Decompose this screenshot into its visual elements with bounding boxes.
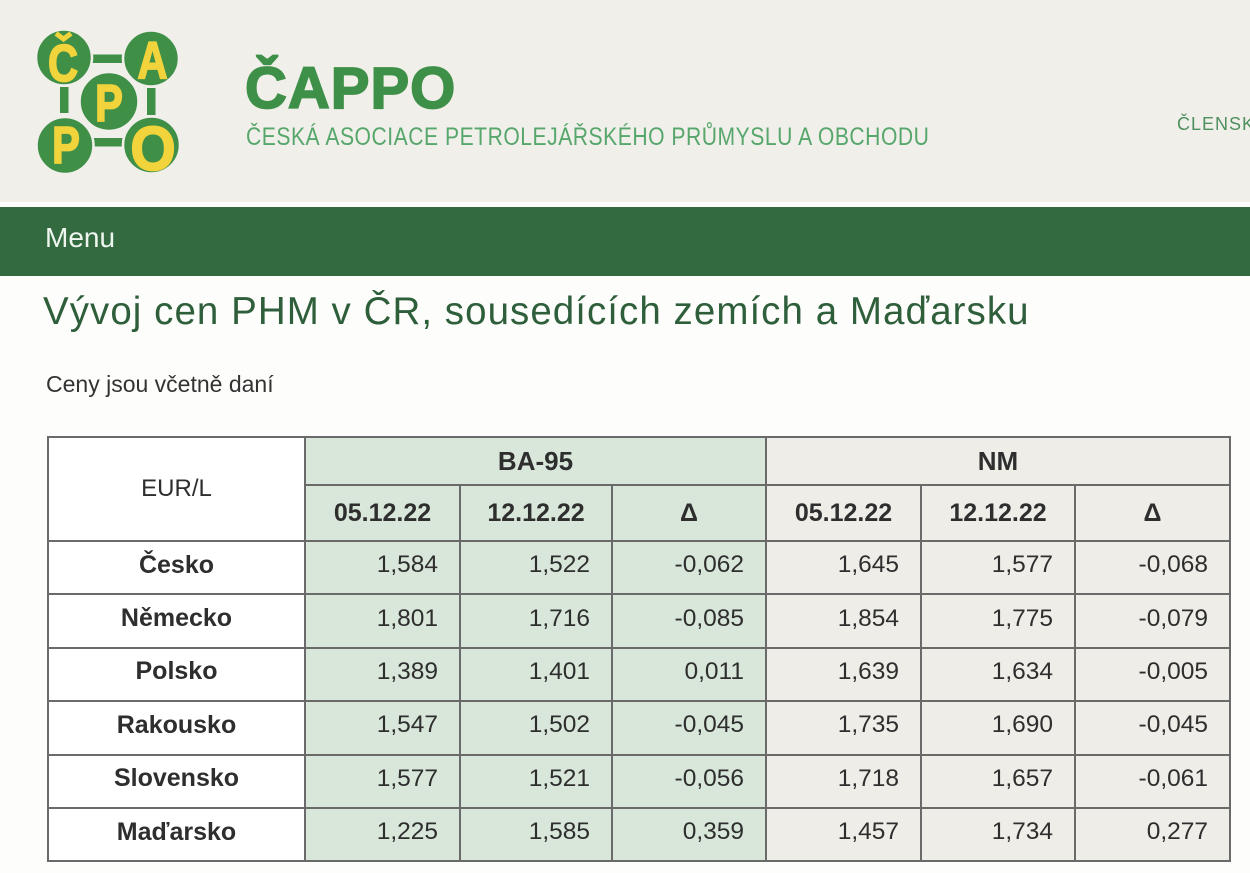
svg-text:P: P [95, 74, 123, 133]
svg-text:O: O [130, 114, 175, 176]
svg-text:C: C [48, 33, 78, 92]
svg-text:A: A [137, 31, 167, 90]
svg-text:P: P [52, 116, 80, 175]
